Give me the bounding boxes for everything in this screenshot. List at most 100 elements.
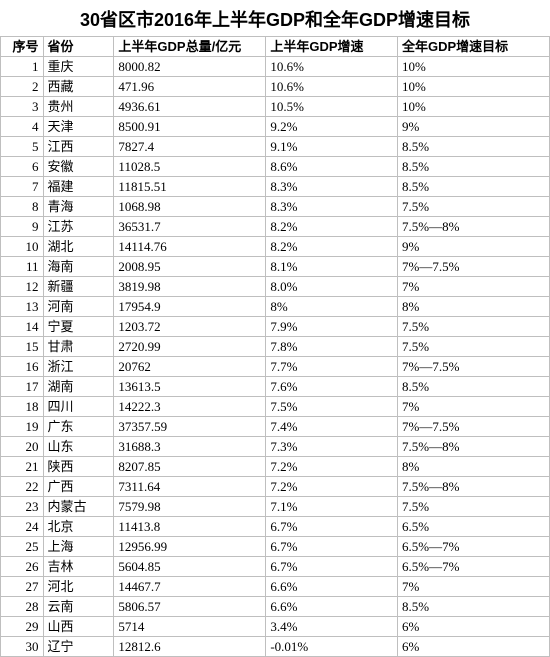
cell-h1: 7.8% — [266, 337, 398, 357]
cell-tgt: 7% — [398, 277, 550, 297]
cell-gdp: 11815.51 — [114, 177, 266, 197]
table-row: 28云南5806.576.6%8.5% — [1, 597, 550, 617]
table-row: 19广东37357.597.4%7%—7.5% — [1, 417, 550, 437]
cell-prov: 江苏 — [43, 217, 114, 237]
table-row: 5江西7827.49.1%8.5% — [1, 137, 550, 157]
cell-h1: 7.1% — [266, 497, 398, 517]
page-title: 30省区市2016年上半年GDP和全年GDP增速目标 — [0, 0, 550, 36]
cell-h1: 8% — [266, 297, 398, 317]
cell-h1: 7.3% — [266, 437, 398, 457]
table-row: 3贵州4936.6110.5%10% — [1, 97, 550, 117]
cell-h1: 8.2% — [266, 237, 398, 257]
cell-prov: 上海 — [43, 537, 114, 557]
cell-seq: 22 — [1, 477, 44, 497]
table-row: 11海南2008.958.1%7%—7.5% — [1, 257, 550, 277]
cell-tgt: 8.5% — [398, 157, 550, 177]
cell-h1: 8.3% — [266, 177, 398, 197]
cell-gdp: 14114.76 — [114, 237, 266, 257]
cell-prov: 福建 — [43, 177, 114, 197]
cell-seq: 28 — [1, 597, 44, 617]
table-row: 1重庆8000.8210.6%10% — [1, 57, 550, 77]
table-row: 17湖南13613.57.6%8.5% — [1, 377, 550, 397]
cell-seq: 18 — [1, 397, 44, 417]
cell-gdp: 471.96 — [114, 77, 266, 97]
cell-tgt: 6.5%—7% — [398, 537, 550, 557]
cell-gdp: 3819.98 — [114, 277, 266, 297]
cell-seq: 20 — [1, 437, 44, 457]
table-row: 30辽宁12812.6-0.01%6% — [1, 637, 550, 657]
cell-tgt: 7.5%—8% — [398, 477, 550, 497]
cell-gdp: 2008.95 — [114, 257, 266, 277]
table-row: 20山东31688.37.3%7.5%—8% — [1, 437, 550, 457]
gdp-table: 序号 省份 上半年GDP总量/亿元 上半年GDP增速 全年GDP增速目标 1重庆… — [0, 36, 550, 657]
cell-gdp: 5714 — [114, 617, 266, 637]
cell-tgt: 8.5% — [398, 137, 550, 157]
cell-h1: 7.4% — [266, 417, 398, 437]
cell-gdp: 17954.9 — [114, 297, 266, 317]
cell-gdp: 1068.98 — [114, 197, 266, 217]
cell-seq: 29 — [1, 617, 44, 637]
cell-h1: 8.2% — [266, 217, 398, 237]
cell-seq: 30 — [1, 637, 44, 657]
cell-gdp: 4936.61 — [114, 97, 266, 117]
col-header-tgt: 全年GDP增速目标 — [398, 37, 550, 57]
cell-prov: 四川 — [43, 397, 114, 417]
cell-tgt: 10% — [398, 57, 550, 77]
cell-prov: 河北 — [43, 577, 114, 597]
cell-prov: 山东 — [43, 437, 114, 457]
cell-prov: 西藏 — [43, 77, 114, 97]
cell-gdp: 8500.91 — [114, 117, 266, 137]
cell-seq: 4 — [1, 117, 44, 137]
cell-gdp: 12956.99 — [114, 537, 266, 557]
table-row: 6安徽11028.58.6%8.5% — [1, 157, 550, 177]
cell-seq: 15 — [1, 337, 44, 357]
cell-seq: 7 — [1, 177, 44, 197]
cell-seq: 23 — [1, 497, 44, 517]
cell-seq: 17 — [1, 377, 44, 397]
cell-prov: 天津 — [43, 117, 114, 137]
cell-gdp: 13613.5 — [114, 377, 266, 397]
cell-seq: 19 — [1, 417, 44, 437]
cell-tgt: 6% — [398, 637, 550, 657]
cell-prov: 湖北 — [43, 237, 114, 257]
cell-gdp: 14222.3 — [114, 397, 266, 417]
cell-seq: 21 — [1, 457, 44, 477]
table-row: 21陕西8207.857.2%8% — [1, 457, 550, 477]
cell-seq: 24 — [1, 517, 44, 537]
cell-gdp: 7579.98 — [114, 497, 266, 517]
cell-seq: 2 — [1, 77, 44, 97]
cell-seq: 25 — [1, 537, 44, 557]
table-container: 30省区市2016年上半年GDP和全年GDP增速目标 序号 省份 上半年GDP总… — [0, 0, 550, 657]
cell-seq: 6 — [1, 157, 44, 177]
header-row: 序号 省份 上半年GDP总量/亿元 上半年GDP增速 全年GDP增速目标 — [1, 37, 550, 57]
cell-prov: 吉林 — [43, 557, 114, 577]
cell-gdp: 36531.7 — [114, 217, 266, 237]
table-row: 13河南17954.98%8% — [1, 297, 550, 317]
cell-prov: 安徽 — [43, 157, 114, 177]
table-row: 22广西7311.647.2%7.5%—8% — [1, 477, 550, 497]
cell-gdp: 8000.82 — [114, 57, 266, 77]
cell-tgt: 7.5% — [398, 317, 550, 337]
table-row: 18四川14222.37.5%7% — [1, 397, 550, 417]
cell-h1: 8.3% — [266, 197, 398, 217]
cell-gdp: 2720.99 — [114, 337, 266, 357]
cell-tgt: 7%—7.5% — [398, 417, 550, 437]
cell-h1: 6.6% — [266, 577, 398, 597]
cell-h1: 6.7% — [266, 517, 398, 537]
cell-prov: 辽宁 — [43, 637, 114, 657]
cell-tgt: 7%—7.5% — [398, 357, 550, 377]
table-header: 序号 省份 上半年GDP总量/亿元 上半年GDP增速 全年GDP增速目标 — [1, 37, 550, 57]
cell-prov: 广东 — [43, 417, 114, 437]
cell-h1: 10.6% — [266, 77, 398, 97]
cell-gdp: 5604.85 — [114, 557, 266, 577]
cell-h1: -0.01% — [266, 637, 398, 657]
cell-tgt: 6% — [398, 617, 550, 637]
cell-seq: 3 — [1, 97, 44, 117]
cell-h1: 9.1% — [266, 137, 398, 157]
cell-prov: 云南 — [43, 597, 114, 617]
table-body: 1重庆8000.8210.6%10%2西藏471.9610.6%10% 3贵州49… — [1, 57, 550, 657]
cell-seq: 14 — [1, 317, 44, 337]
cell-gdp: 37357.59 — [114, 417, 266, 437]
cell-tgt: 7% — [398, 397, 550, 417]
cell-tgt: 8% — [398, 297, 550, 317]
